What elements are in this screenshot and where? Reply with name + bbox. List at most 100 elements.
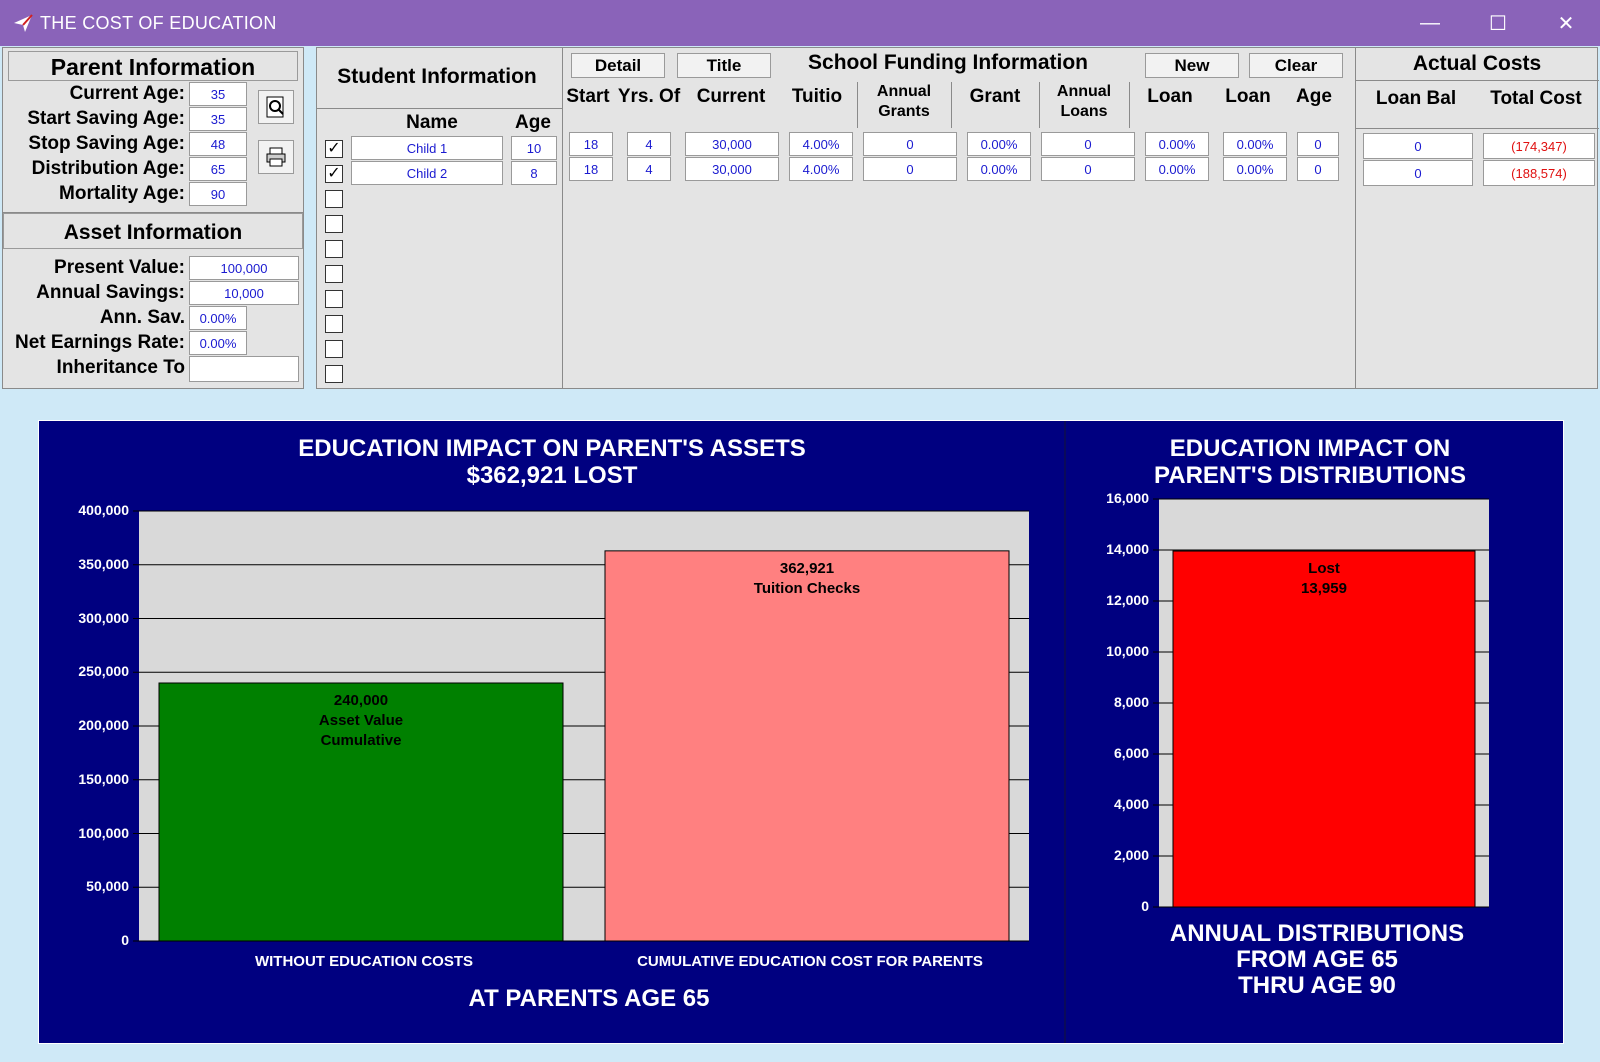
close-button[interactable]: ✕ [1557, 12, 1575, 35]
print-button[interactable] [258, 140, 294, 174]
row2-age-input[interactable]: 0 [1297, 157, 1339, 181]
student-funding-panel: Student Information Name Age ✓ Child 1 1… [316, 47, 1599, 389]
student-divider [562, 48, 563, 388]
y-tick-label: 10,000 [1106, 643, 1149, 659]
distributions-footer-line3: THRU AGE 90 [1238, 972, 1396, 999]
actual-costs-title: Actual Costs [1412, 52, 1542, 75]
distribution-age-input[interactable]: 65 [189, 157, 247, 181]
current-age-input[interactable]: 35 [189, 82, 247, 106]
row1-loan-rate-input[interactable]: 0.00% [1145, 132, 1209, 156]
row2-years-input[interactable]: 4 [627, 157, 671, 181]
row1-annual-loans-input[interactable]: 0 [1041, 132, 1135, 156]
distributions-chart-subtitle: PARENT'S DISTRIBUTIONS [1154, 462, 1466, 489]
child-1-checkbox[interactable]: ✓ [325, 140, 343, 158]
loan-header-2: Loan [1225, 86, 1271, 107]
child-1-name-input[interactable]: Child 1 [351, 136, 503, 160]
inheritance-to-input[interactable] [189, 356, 299, 382]
row1-tuition-input[interactable]: 4.00% [789, 132, 853, 156]
hdr-divider-2 [951, 82, 952, 128]
row1-age-input[interactable]: 0 [1297, 132, 1339, 156]
distributions-plot [1153, 498, 1489, 908]
y-tick-label: 14,000 [1106, 541, 1149, 557]
y-tick-label: 200,000 [78, 717, 129, 733]
student-name-header: Name [406, 112, 458, 133]
row2-loan-bal-field: 0 [1363, 160, 1473, 186]
tuition-header: Tuitio [791, 86, 843, 107]
present-value-input[interactable]: 100,000 [189, 256, 299, 280]
row2-annual-grants-input[interactable]: 0 [863, 157, 957, 181]
stop-saving-age-input[interactable]: 48 [189, 132, 247, 156]
student-info-title: Student Information [337, 65, 537, 88]
detail-button[interactable]: Detail [571, 53, 665, 78]
row2-start-input[interactable]: 18 [569, 157, 613, 181]
child-7-checkbox[interactable] [325, 290, 343, 308]
child-4-checkbox[interactable] [325, 215, 343, 233]
row1-years-input[interactable]: 4 [627, 132, 671, 156]
bar-lost-distributions-label: Lost 13,959 [1173, 559, 1475, 599]
child-5-checkbox[interactable] [325, 240, 343, 258]
y-tick-label: 8,000 [1113, 694, 1149, 710]
start-saving-age-label: Start Saving Age: [27, 108, 185, 129]
y-tick-label: 50,000 [86, 878, 129, 895]
mortality-age-input[interactable]: 90 [189, 182, 247, 206]
row1-total-cost-field: (174,347) [1483, 133, 1595, 159]
y-tick-label: 350,000 [78, 555, 129, 572]
stop-saving-age-label: Stop Saving Age: [28, 133, 185, 154]
child-10-checkbox[interactable] [325, 365, 343, 383]
y-tick-label: 12,000 [1106, 592, 1149, 608]
distribution-age-label: Distribution Age: [31, 158, 185, 179]
section-divider [3, 212, 303, 213]
row2-grant-input[interactable]: 0.00% [967, 157, 1031, 181]
total-cost-header: Total Cost [1490, 88, 1582, 109]
student-age-header: Age [515, 112, 551, 133]
row1-start-input[interactable]: 18 [569, 132, 613, 156]
printer-icon [266, 147, 286, 167]
actual-costs-title-divider [1355, 80, 1599, 81]
net-earnings-rate-input[interactable]: 0.00% [189, 331, 247, 355]
bar-education-cost [604, 550, 1010, 942]
title-button[interactable]: Title [677, 53, 771, 78]
preview-button[interactable] [258, 90, 294, 124]
current-header: Current [696, 86, 766, 107]
minimize-button[interactable]: — [1420, 11, 1440, 34]
distributions-footer-line1: ANNUAL DISTRIBUTIONS [1169, 920, 1465, 947]
parent-asset-panel: Parent Information Current Age: 35 Start… [2, 47, 304, 389]
child-1-age-input[interactable]: 10 [511, 136, 557, 160]
child-3-checkbox[interactable] [325, 190, 343, 208]
row2-annual-loans-input[interactable]: 0 [1041, 157, 1135, 181]
row2-loan-rate2-input[interactable]: 0.00% [1223, 157, 1287, 181]
row2-current-input[interactable]: 30,000 [685, 157, 779, 181]
child-2-name-input[interactable]: Child 2 [351, 161, 503, 185]
annual-savings-input[interactable]: 10,000 [189, 281, 299, 305]
child-2-age-input[interactable]: 8 [511, 161, 557, 185]
assets-chart-title: EDUCATION IMPACT ON PARENT'S ASSETS [298, 435, 806, 462]
distributions-chart-title: EDUCATION IMPACT ON [1169, 435, 1451, 462]
actual-costs-divider [1355, 48, 1356, 388]
row1-grant-input[interactable]: 0.00% [967, 132, 1031, 156]
child-6-checkbox[interactable] [325, 265, 343, 283]
clear-button[interactable]: Clear [1249, 53, 1343, 78]
age-header: Age [1296, 86, 1332, 107]
start-saving-age-input[interactable]: 35 [189, 107, 247, 131]
y-tick-label: 0 [121, 932, 129, 948]
child-8-checkbox[interactable] [325, 315, 343, 333]
present-value-label: Present Value: [54, 257, 185, 278]
actual-costs-header-divider [1355, 128, 1599, 129]
new-button[interactable]: New [1145, 53, 1239, 78]
parent-info-title: Parent Information [50, 54, 256, 80]
loan-bal-header: Loan Bal [1375, 88, 1457, 109]
row1-annual-grants-input[interactable]: 0 [863, 132, 957, 156]
bar-without-education [158, 682, 564, 942]
child-2-checkbox[interactable]: ✓ [325, 165, 343, 183]
child-9-checkbox[interactable] [325, 340, 343, 358]
row1-loan-rate2-input[interactable]: 0.00% [1223, 132, 1287, 156]
school-funding-title: School Funding Information [808, 51, 1088, 74]
ann-sav-input[interactable]: 0.00% [189, 306, 247, 330]
bar-education-cost-label: 362,921 Tuition Checks [605, 559, 1009, 599]
row1-current-input[interactable]: 30,000 [685, 132, 779, 156]
maximize-button[interactable]: ☐ [1489, 12, 1507, 35]
row2-tuition-input[interactable]: 4.00% [789, 157, 853, 181]
row2-loan-rate-input[interactable]: 0.00% [1145, 157, 1209, 181]
y-tick-label: 300,000 [78, 609, 129, 626]
bar-without-education-label: 240,000 Asset Value Cumulative [159, 691, 563, 751]
